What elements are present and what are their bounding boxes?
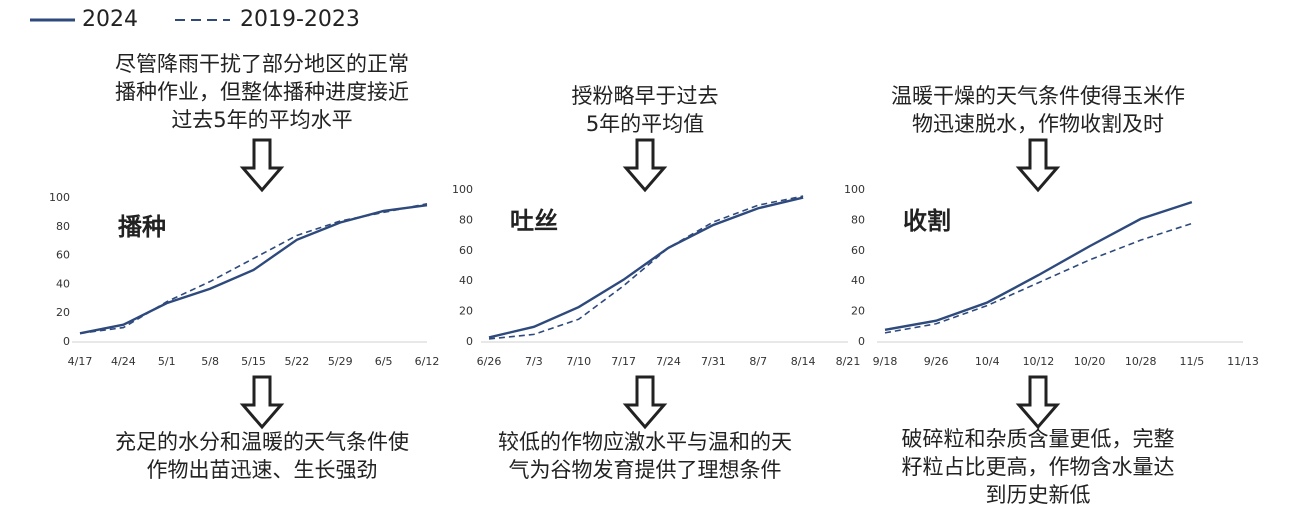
x-tick-label: 10/4 [975, 355, 1000, 368]
y-tick-label: 100 [844, 183, 865, 196]
x-tick-label: 7/10 [566, 355, 591, 368]
series-line [884, 201, 1193, 332]
legend-label: 2019-2023 [240, 7, 360, 32]
x-tick-label: 11/5 [1180, 355, 1205, 368]
annotation: 播种作业，但整体播种进度接近 [115, 80, 409, 104]
annotation: 5年的平均值 [586, 112, 704, 136]
y-tick-label: 20 [56, 306, 70, 319]
series-line [488, 195, 804, 340]
annotation: 较低的作物应激水平与温和的天 [498, 430, 792, 454]
arrow [622, 138, 668, 193]
x-tick-label: 5/1 [158, 355, 176, 368]
y-tick-label: 20 [459, 305, 473, 318]
x-tick-label: 4/17 [68, 355, 93, 368]
x-tick-label: 6/26 [477, 355, 502, 368]
x-tick-label: 5/29 [328, 355, 353, 368]
annotation: 授粉略早于过去 [572, 84, 719, 108]
y-tick-label: 60 [56, 249, 70, 262]
x-tick-label: 8/14 [791, 355, 816, 368]
x-tick-label: 6/12 [415, 355, 440, 368]
annotation: 充足的水分和温暖的天气条件使 [115, 430, 409, 454]
x-tick-label: 7/17 [611, 355, 636, 368]
x-tick-label: 7/3 [525, 355, 543, 368]
panel-title: 吐丝 [510, 207, 558, 235]
y-tick-label: 40 [459, 274, 473, 287]
legend-label: 2024 [82, 7, 138, 32]
annotation: 破碎粒和杂质含量更低，完整 [902, 427, 1175, 451]
annotation: 温暖干燥的天气条件使得玉米作 [891, 84, 1185, 108]
x-tick-label: 9/26 [924, 355, 949, 368]
x-tick-label: 10/28 [1125, 355, 1157, 368]
y-tick-label: 80 [851, 213, 865, 226]
x-tick-label: 8/7 [749, 355, 767, 368]
x-tick-label: 6/5 [375, 355, 393, 368]
x-tick-label: 9/18 [873, 355, 898, 368]
x-tick-label: 5/8 [201, 355, 219, 368]
annotation: 气为谷物发育提供了理想条件 [509, 458, 782, 482]
x-tick-label: 10/12 [1023, 355, 1055, 368]
y-tick-label: 0 [858, 335, 865, 348]
y-tick-label: 60 [459, 244, 473, 257]
series-line [884, 222, 1193, 334]
y-tick-label: 60 [851, 244, 865, 257]
y-tick-label: 80 [459, 213, 473, 226]
y-tick-label: 20 [851, 305, 865, 318]
y-tick-label: 40 [56, 277, 70, 290]
annotation: 过去5年的平均水平 [171, 108, 352, 132]
x-tick-label: 5/22 [285, 355, 310, 368]
annotation: 物迅速脱水，作物收割及时 [912, 112, 1164, 136]
y-tick-label: 80 [56, 220, 70, 233]
y-tick-label: 100 [452, 183, 473, 196]
arrow [1015, 138, 1061, 193]
y-tick-label: 100 [49, 191, 70, 204]
x-tick-label: 10/20 [1074, 355, 1106, 368]
annotation: 籽粒占比更高，作物含水量达 [902, 455, 1175, 479]
y-tick-label: 40 [851, 274, 865, 287]
x-tick-label: 8/21 [836, 355, 861, 368]
x-tick-label: 4/24 [111, 355, 136, 368]
panel-title: 收割 [903, 207, 951, 235]
x-tick-label: 7/24 [656, 355, 681, 368]
series-line [488, 196, 804, 339]
arrow [239, 375, 285, 430]
series-line [79, 202, 428, 335]
x-tick-label: 11/13 [1227, 355, 1259, 368]
y-tick-label: 0 [63, 335, 70, 348]
x-tick-label: 7/31 [701, 355, 726, 368]
panel-title: 播种 [118, 213, 166, 241]
arrow [622, 375, 668, 430]
y-tick-label: 0 [466, 335, 473, 348]
annotation: 作物出苗迅速、生长强劲 [147, 458, 378, 482]
arrow [1015, 375, 1061, 430]
annotation: 到历史新低 [986, 483, 1091, 507]
annotation: 尽管降雨干扰了部分地区的正常 [115, 52, 409, 76]
x-tick-label: 5/15 [241, 355, 266, 368]
arrow [239, 138, 285, 193]
